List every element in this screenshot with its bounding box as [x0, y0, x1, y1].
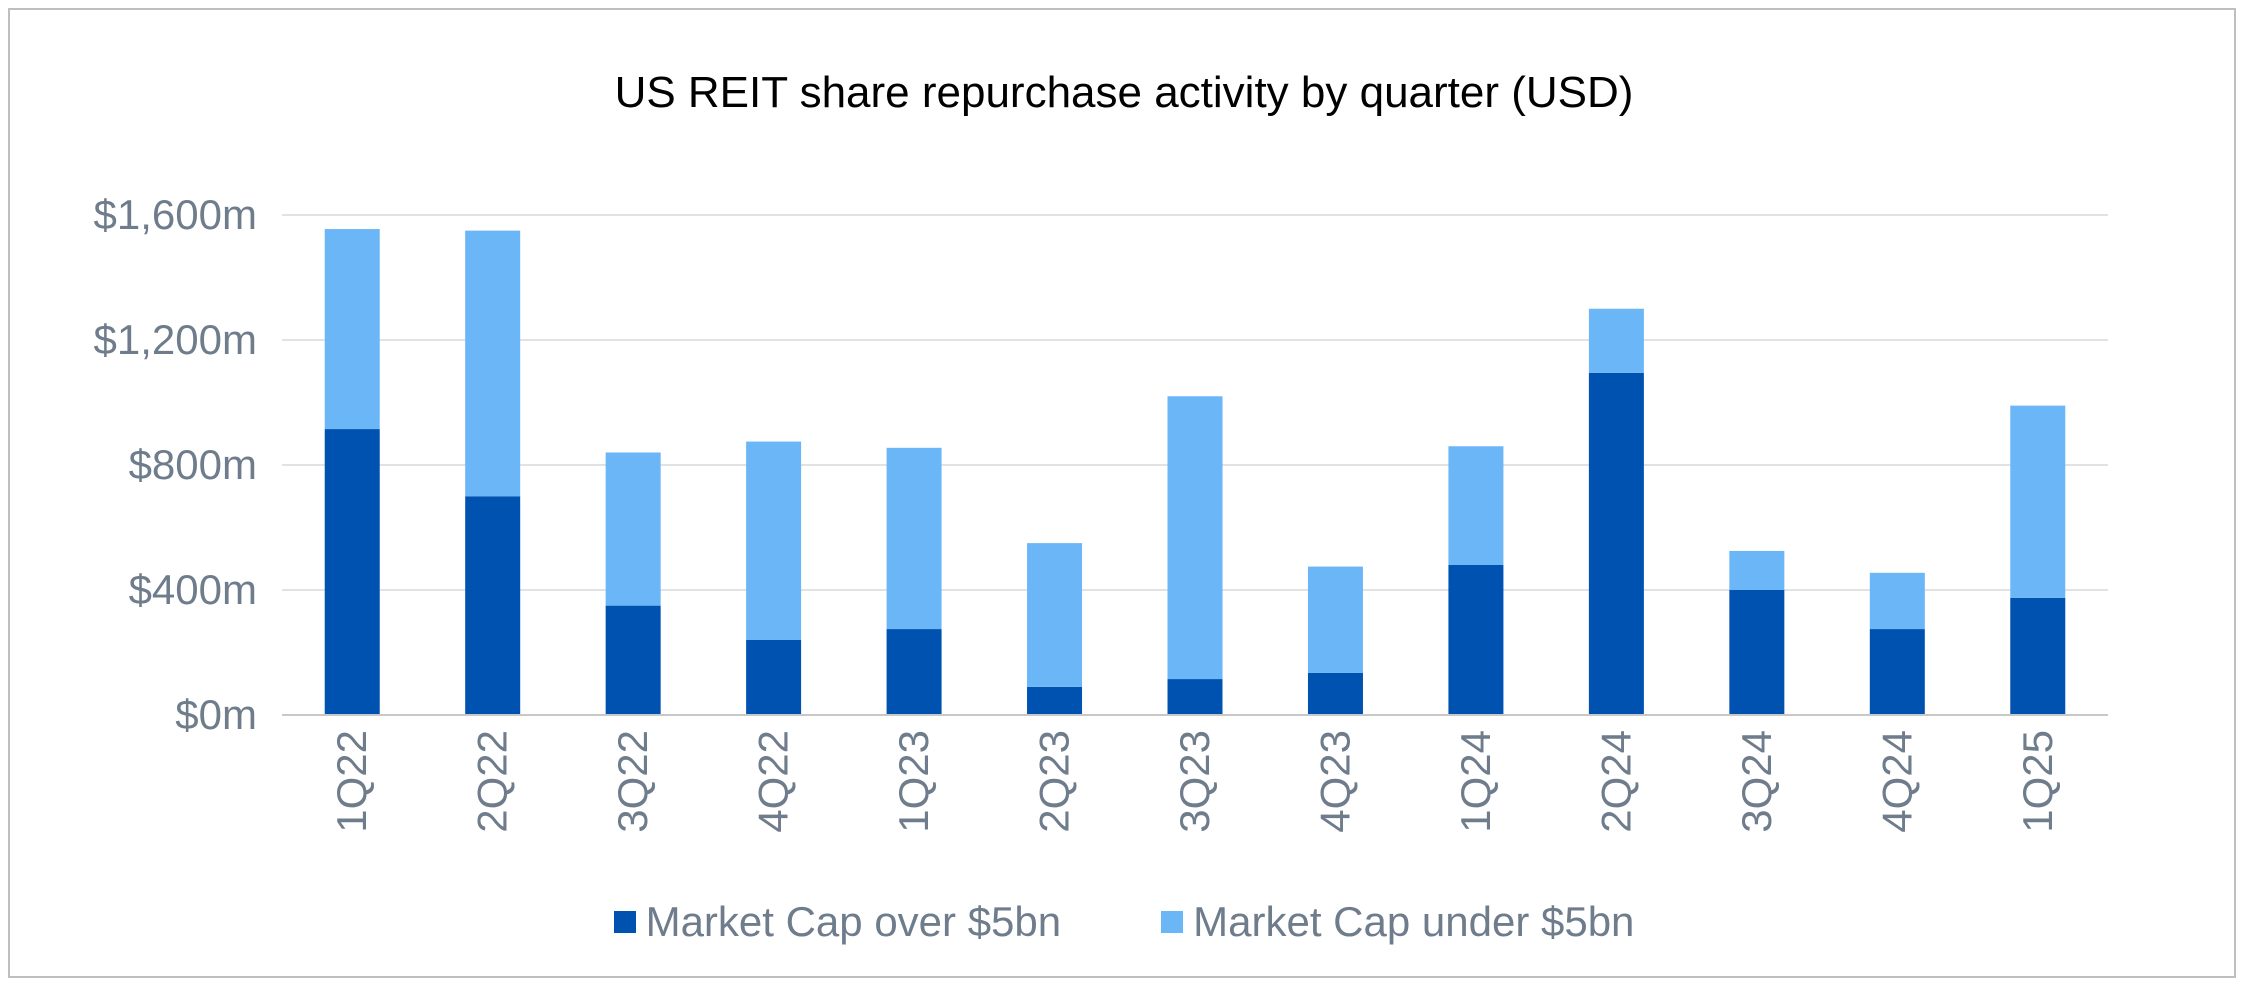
bar-over-5bn-3q22 [605, 605, 661, 715]
legend-item-under-5bn: Market Cap under $5bn [1161, 898, 1634, 946]
y-tick-label: $0m [175, 691, 257, 738]
bar-over-5bn-4q24 [1869, 629, 1925, 715]
x-tick-label-2q23: 2Q23 [1031, 730, 1078, 833]
y-tick-label: $800m [129, 441, 257, 488]
bar-under-5bn-2q24 [1588, 308, 1644, 373]
x-tick-label-4q24: 4Q24 [1873, 730, 1920, 833]
y-tick-label: $400m [129, 566, 257, 613]
bar-over-5bn-2q24 [1588, 372, 1644, 715]
legend: Market Cap over $5bn Market Cap under $5… [10, 898, 2238, 946]
bar-under-5bn-1q25 [2010, 405, 2066, 598]
bar-under-5bn-1q23 [886, 447, 942, 630]
bar-over-5bn-2q23 [1027, 686, 1083, 715]
x-tick-label-4q22: 4Q22 [750, 730, 797, 833]
bar-over-5bn-3q24 [1729, 590, 1785, 715]
x-tick-label-1q25: 1Q25 [2014, 730, 2061, 833]
bar-under-5bn-3q22 [605, 452, 661, 606]
bar-under-5bn-2q22 [465, 230, 521, 497]
legend-label-under-5bn: Market Cap under $5bn [1193, 898, 1635, 945]
x-tick-label-1q24: 1Q24 [1452, 730, 1499, 833]
bar-over-5bn-4q23 [1307, 672, 1363, 715]
bar-under-5bn-4q24 [1869, 572, 1925, 630]
x-tick-label-3q24: 3Q24 [1733, 730, 1780, 833]
chart-frame: US REIT share repurchase activity by qua… [8, 8, 2236, 978]
chart-plot: $0m $400m $800m $1,200m $1,600m 1Q22 2Q22 3Q22 4… [94, 191, 2108, 833]
bar-under-5bn-1q24 [1448, 446, 1504, 565]
x-tick-label-2q22: 2Q22 [469, 730, 516, 833]
bar-under-5bn-2q23 [1027, 543, 1083, 687]
x-tick-label-1q23: 1Q23 [890, 730, 937, 833]
bar-over-5bn-4q22 [746, 640, 802, 715]
bar-over-5bn-3q23 [1167, 679, 1223, 715]
x-tick-label-2q24: 2Q24 [1592, 730, 1639, 833]
x-tick-label-3q23: 3Q23 [1171, 730, 1218, 833]
legend-swatch-over-5bn [613, 911, 636, 933]
bar-under-5bn-4q23 [1307, 566, 1363, 673]
legend-swatch-under-5bn [1161, 911, 1184, 933]
legend-label-over-5bn: Market Cap over $5bn [645, 898, 1062, 945]
bar-under-5bn-3q24 [1729, 550, 1785, 590]
bar-over-5bn-1q22 [324, 429, 380, 715]
bar-over-5bn-1q24 [1448, 565, 1504, 715]
bar-over-5bn-1q25 [2010, 597, 2066, 715]
bar-under-5bn-3q23 [1167, 396, 1223, 680]
y-tick-label: $1,200m [94, 316, 257, 363]
bar-under-5bn-4q22 [746, 441, 802, 640]
x-tick-label-3q22: 3Q22 [609, 730, 656, 833]
bar-under-5bn-1q22 [324, 229, 380, 430]
bar-over-5bn-2q22 [465, 496, 521, 715]
legend-item-over-5bn: Market Cap over $5bn [613, 898, 1062, 946]
x-tick-label-1q22: 1Q22 [328, 730, 375, 833]
x-tick-label-4q23: 4Q23 [1311, 730, 1358, 833]
chart-title: US REIT share repurchase activity by qua… [614, 68, 1634, 117]
bar-over-5bn-1q23 [886, 629, 942, 715]
y-tick-label: $1,600m [94, 191, 257, 238]
